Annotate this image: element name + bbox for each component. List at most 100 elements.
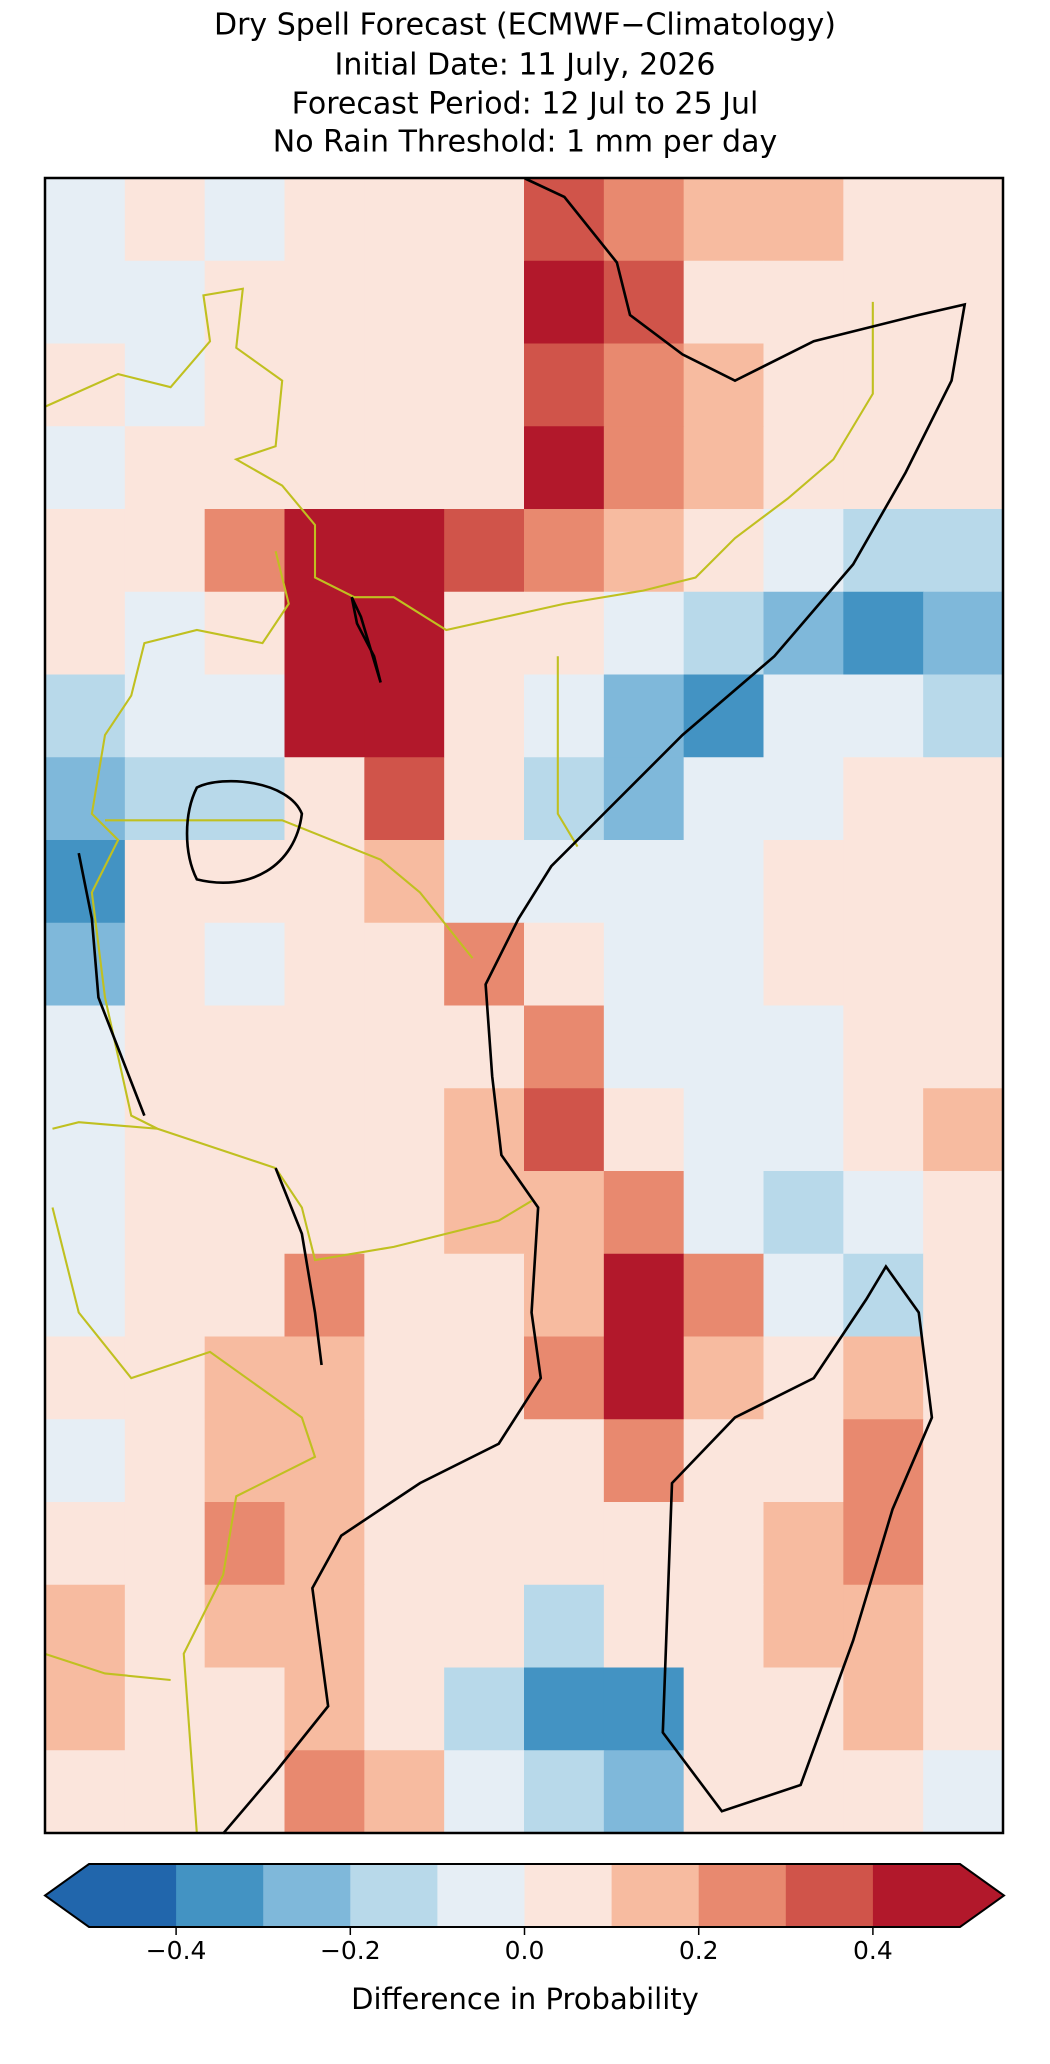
- cell: [444, 1502, 525, 1586]
- cell: [444, 922, 525, 1006]
- cell: [923, 1750, 1004, 1834]
- cell: [124, 1171, 206, 1255]
- cell: [524, 1088, 605, 1172]
- title-line: No Rain Threshold: 1 mm per day: [273, 125, 777, 160]
- cell: [124, 840, 206, 924]
- cell: [204, 1171, 285, 1255]
- cell: [923, 509, 1004, 593]
- cell: [923, 1005, 1004, 1089]
- cell: [603, 1005, 685, 1089]
- cell: [683, 674, 764, 758]
- cell: [45, 178, 126, 262]
- cell: [603, 509, 685, 593]
- cell: [603, 1667, 685, 1751]
- cell: [45, 1750, 126, 1834]
- cell: [524, 922, 605, 1006]
- cell: [284, 1171, 365, 1255]
- cell: [444, 343, 525, 427]
- cell: [284, 1253, 365, 1337]
- colorbar: −0.4 −0.2 0.0 0.2 0.4: [43, 1863, 1006, 1965]
- cell: [364, 1502, 445, 1586]
- cell: [284, 1336, 365, 1420]
- cell: [603, 840, 685, 924]
- cell: [284, 757, 365, 841]
- colorbar-segment: [437, 1864, 525, 1927]
- cell: [364, 840, 445, 924]
- cell: [763, 509, 844, 593]
- cell: [524, 509, 605, 593]
- cell: [364, 1336, 445, 1420]
- cell: [45, 1336, 126, 1420]
- cell: [524, 1502, 605, 1586]
- cell: [603, 1253, 685, 1337]
- cell: [124, 260, 206, 344]
- cell: [124, 1336, 206, 1420]
- cell: [204, 1750, 285, 1834]
- cell: [284, 1502, 365, 1586]
- cell: [683, 178, 764, 262]
- cell: [683, 591, 764, 675]
- title-line: Initial Date: 11 July, 2026: [335, 48, 716, 83]
- cell: [444, 757, 525, 841]
- cell: [284, 922, 365, 1006]
- cell: [204, 1336, 285, 1420]
- colorbar-tick-label: 0.4: [853, 1936, 893, 1965]
- cell: [923, 1667, 1004, 1751]
- cell: [124, 178, 206, 262]
- cell: [683, 260, 764, 344]
- cell: [683, 1088, 764, 1172]
- cell: [364, 1419, 445, 1503]
- cell: [923, 674, 1004, 758]
- cell: [204, 1419, 285, 1503]
- cell: [364, 1088, 445, 1172]
- cell: [364, 922, 445, 1006]
- cell: [204, 1502, 285, 1586]
- colorbar-segment: [263, 1864, 351, 1927]
- cell: [444, 260, 525, 344]
- cell: [923, 426, 1004, 510]
- colorbar-tick-label: 0.2: [679, 1936, 719, 1965]
- cell: [284, 674, 365, 758]
- colorbar-segment: [176, 1864, 264, 1927]
- borders: [556, 656, 579, 848]
- cell: [683, 1750, 764, 1834]
- cell: [923, 591, 1004, 675]
- cell: [763, 426, 844, 510]
- cell: [204, 922, 285, 1006]
- cell: [124, 1502, 206, 1586]
- colorbar-tick-label: −0.2: [320, 1936, 381, 1965]
- cell: [45, 591, 126, 675]
- cell: [45, 1253, 126, 1337]
- cell: [444, 840, 525, 924]
- lake: [77, 596, 382, 1366]
- borders: [44, 287, 874, 632]
- cell: [124, 426, 206, 510]
- cell: [524, 674, 605, 758]
- cell: [843, 922, 924, 1006]
- cell: [204, 1005, 285, 1089]
- cell: [204, 178, 285, 262]
- borders: [44, 1652, 171, 1682]
- cell: [603, 178, 685, 262]
- cell: [843, 674, 924, 758]
- cell: [204, 1088, 285, 1172]
- cell: [843, 1088, 924, 1172]
- cell: [204, 757, 285, 841]
- cell: [843, 426, 924, 510]
- cell: [763, 922, 844, 1006]
- title-line: Forecast Period: 12 Jul to 25 Jul: [292, 87, 759, 122]
- cell: [45, 1667, 126, 1751]
- cell: [923, 178, 1004, 262]
- cell: [603, 1088, 685, 1172]
- cell: [444, 178, 525, 262]
- cell: [204, 426, 285, 510]
- cell: [683, 1005, 764, 1089]
- cell: [284, 1584, 365, 1668]
- cell: [843, 1584, 924, 1668]
- cell: [923, 1088, 1004, 1172]
- cell: [45, 1171, 126, 1255]
- borders: [105, 819, 474, 959]
- cell: [843, 178, 924, 262]
- cell: [444, 1336, 525, 1420]
- cell: [124, 1584, 206, 1668]
